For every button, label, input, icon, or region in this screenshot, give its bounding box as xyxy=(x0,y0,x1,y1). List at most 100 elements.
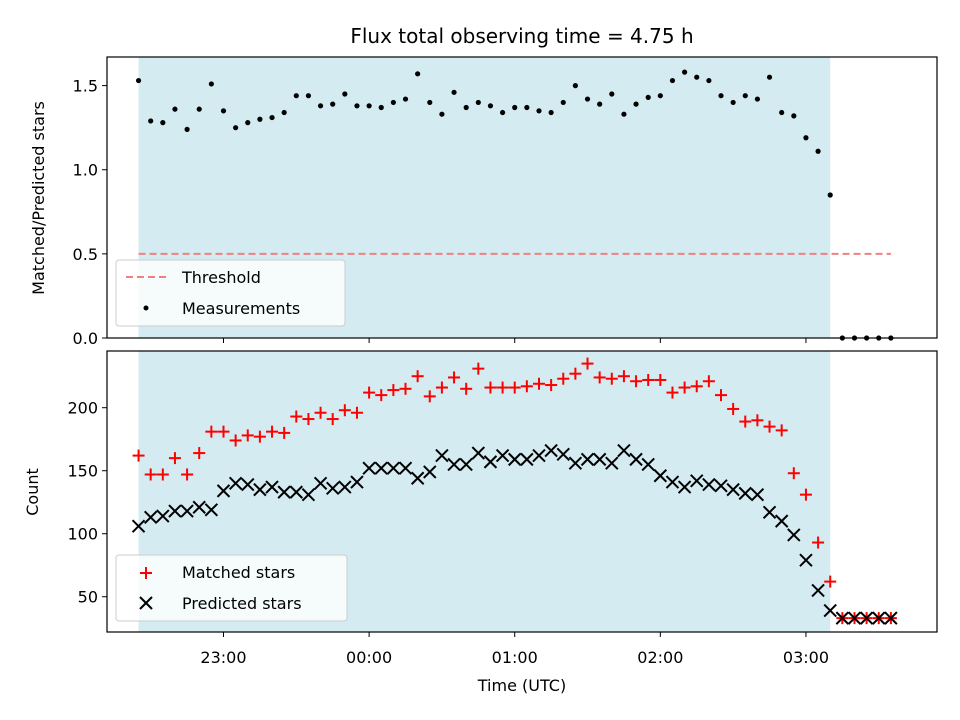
predicted-star-point xyxy=(180,504,194,518)
predicted-star-point xyxy=(398,461,413,475)
predicted-star-point xyxy=(799,553,813,567)
predicted-star-point xyxy=(168,504,182,518)
predicted-star-point xyxy=(410,471,425,485)
matched-star-point xyxy=(241,429,254,442)
x-tick-label: 01:00 xyxy=(492,648,538,667)
predicted-star-point xyxy=(156,509,170,523)
measurement-point xyxy=(548,109,554,116)
chart-title: Flux total observing time = 4.75 h xyxy=(350,24,693,48)
measurement-point xyxy=(451,89,457,95)
measurement-point xyxy=(766,74,773,80)
x-tick-label: 23:00 xyxy=(200,648,246,667)
predicted-star-point xyxy=(241,477,255,492)
measurement-point xyxy=(427,99,433,106)
measurement-point xyxy=(196,106,202,112)
predicted-star-point xyxy=(702,477,716,492)
matched-star-point xyxy=(775,424,788,437)
matched-star-point xyxy=(326,413,339,426)
bottom-legend-box xyxy=(115,554,348,622)
x-tick-label: 03:00 xyxy=(783,648,829,667)
measurement-point xyxy=(754,96,761,102)
predicted-star-point xyxy=(216,484,231,498)
matched-star-point xyxy=(253,430,266,443)
predicted-star-point xyxy=(289,485,304,499)
measurement-point xyxy=(706,77,712,84)
measurement-point xyxy=(694,74,700,80)
measurement-point xyxy=(281,109,287,116)
measurement-point xyxy=(257,116,263,122)
predicted-star-point xyxy=(265,480,279,494)
matched-star-point xyxy=(168,452,181,465)
predicted-star-point xyxy=(192,500,206,514)
matched-star-point xyxy=(144,468,157,481)
measurement-point xyxy=(390,99,396,106)
predicted-star-point xyxy=(374,461,388,475)
measurement-point xyxy=(317,103,324,109)
predicted-star-point xyxy=(386,461,401,475)
predicted-stars-points xyxy=(131,443,898,625)
measurement-point xyxy=(487,103,494,109)
bottom-y-ticks: 50 100 150 200 xyxy=(67,399,107,607)
bottom-x-ticks: 23:00 00:00 01:00 02:00 03:00 xyxy=(200,632,829,667)
matched-star-point xyxy=(508,381,521,394)
predicted-star-point xyxy=(774,514,789,528)
predicted-star-point xyxy=(629,452,643,467)
predicted-star-point xyxy=(726,482,740,497)
matched-star-point xyxy=(812,536,825,549)
measurement-point xyxy=(572,83,578,89)
measurement-point xyxy=(560,99,566,106)
measurement-point xyxy=(184,126,190,132)
predicted-star-point xyxy=(811,583,825,598)
predicted-star-point xyxy=(762,505,777,519)
matched-star-point xyxy=(278,426,291,439)
measurement-point xyxy=(633,101,639,107)
predicted-star-point xyxy=(677,480,692,494)
bottom-axes-frame xyxy=(106,350,938,633)
top-axes-frame xyxy=(106,56,938,339)
predicted-star-point xyxy=(823,603,837,618)
measurement-point xyxy=(354,103,360,109)
bottom-y-axis-label: Count xyxy=(23,468,42,516)
measurement-point xyxy=(621,111,627,117)
predicted-star-point xyxy=(277,485,291,499)
measurement-point xyxy=(378,104,384,111)
matched-stars-points xyxy=(132,357,897,625)
measurement-point xyxy=(742,93,748,99)
predicted-star-point xyxy=(313,476,328,491)
matched-star-point xyxy=(593,371,606,384)
x-tick-label: 00:00 xyxy=(346,648,392,667)
bottom-y-tick-label: 50 xyxy=(78,588,98,607)
legend-matched-swatch xyxy=(140,567,152,579)
predicted-star-point xyxy=(362,461,376,475)
matched-star-point xyxy=(448,371,461,384)
measurement-point xyxy=(827,192,833,198)
matched-star-point xyxy=(302,413,315,426)
predicted-star-point xyxy=(350,475,364,489)
matched-star-point xyxy=(763,420,776,433)
predicted-star-point xyxy=(423,465,437,479)
predicted-star-point xyxy=(872,611,886,625)
predicted-star-point xyxy=(447,457,461,472)
top-y-tick-label: 0.0 xyxy=(73,329,98,348)
predicted-star-point xyxy=(483,455,498,469)
predicted-star-point xyxy=(580,452,595,467)
measurement-point xyxy=(730,99,736,106)
measurement-point xyxy=(779,109,785,116)
matched-star-point xyxy=(266,425,279,438)
matched-star-point xyxy=(557,372,570,385)
measurement-point xyxy=(172,106,178,112)
bottom-y-tick-label: 150 xyxy=(67,462,98,481)
matched-star-point xyxy=(156,468,169,481)
measurement-point xyxy=(536,108,542,114)
matched-star-point xyxy=(751,414,764,427)
measurement-point xyxy=(584,96,591,102)
measurement-point xyxy=(366,103,372,109)
x-tick-label: 02:00 xyxy=(637,648,683,667)
matched-star-point xyxy=(532,377,545,390)
measurement-point xyxy=(269,114,275,121)
matched-star-point xyxy=(715,389,728,402)
measurement-point xyxy=(208,81,214,87)
matched-star-point xyxy=(702,375,715,388)
measurement-point xyxy=(682,69,688,75)
